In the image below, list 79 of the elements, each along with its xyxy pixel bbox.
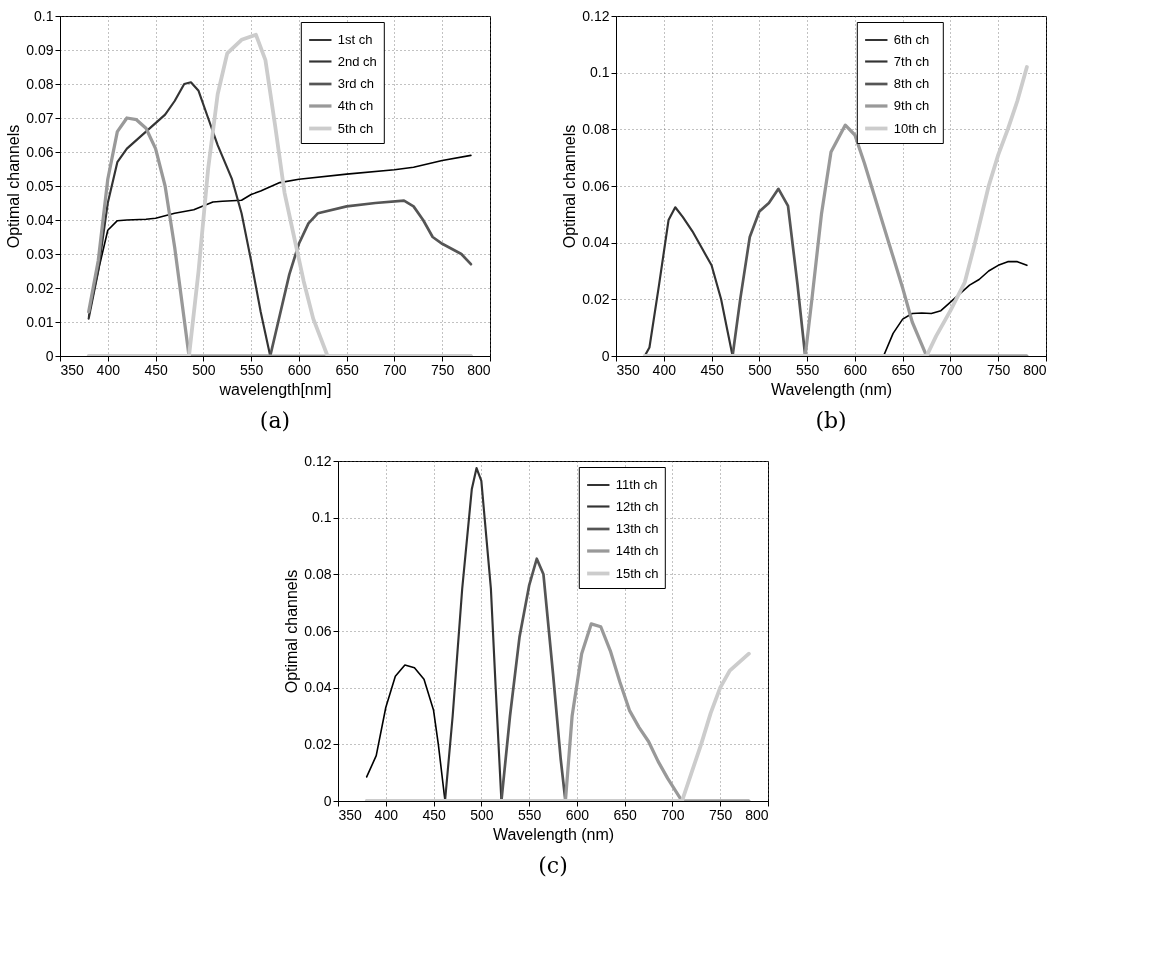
y-tick-label: 0.04: [304, 679, 332, 696]
x-tick-label: 600: [287, 361, 312, 378]
legend-label: 7th ch: [893, 53, 930, 69]
y-tick-label: 0.06: [582, 177, 610, 194]
y-tick-label: 0: [323, 792, 332, 809]
x-tick-label: 750: [431, 361, 455, 378]
y-tick-label: 0.01: [26, 313, 54, 330]
y-tick-label: 0.08: [304, 565, 332, 582]
x-tick-label: 700: [661, 806, 685, 823]
x-tick-label: 700: [939, 361, 963, 378]
legend-label: 15th ch: [615, 565, 659, 581]
y-tick-label: 0.06: [26, 143, 54, 160]
legend-label: 12th ch: [615, 498, 659, 514]
x-tick-label: 500: [748, 361, 772, 378]
legend-label: 9th ch: [893, 98, 930, 113]
y-tick-label: 0: [45, 347, 54, 364]
legend-label: 14th ch: [615, 543, 659, 558]
x-tick-label: 450: [700, 361, 724, 378]
legend-label: 3rd ch: [337, 76, 374, 91]
y-tick-label: 0.03: [26, 245, 54, 262]
x-tick-label: 750: [709, 806, 733, 823]
x-tick-label: 650: [613, 806, 638, 823]
x-axis-title: wavelength[nm]: [218, 380, 332, 398]
x-tick-label: 550: [795, 361, 820, 378]
y-tick-label: 0.1: [34, 7, 54, 24]
y-tick-label: 0.09: [26, 41, 54, 58]
x-axis-title: Wavelength (nm): [492, 825, 615, 843]
y-tick-label: 0.12: [304, 452, 332, 469]
y-tick-label: 0.07: [26, 109, 54, 126]
x-tick-label: 800: [467, 361, 491, 378]
x-tick-label: 650: [335, 361, 360, 378]
y-tick-label: 0.1: [590, 64, 610, 81]
legend-label: 8th ch: [893, 76, 930, 91]
y-tick-label: 0.04: [26, 211, 54, 228]
y-tick-label: 0.08: [26, 75, 54, 92]
legend-label: 5th ch: [337, 120, 374, 136]
y-tick-label: 0.05: [26, 177, 54, 194]
legend-label: 13th ch: [615, 521, 659, 536]
legend-label: 10th ch: [893, 120, 937, 136]
x-tick-label: 500: [192, 361, 216, 378]
y-axis-title: Optimal channels: [561, 124, 579, 249]
x-tick-label: 500: [470, 806, 494, 823]
x-tick-label: 700: [383, 361, 407, 378]
x-tick-label: 750: [987, 361, 1011, 378]
x-tick-label: 400: [652, 361, 677, 378]
x-tick-label: 350: [338, 806, 363, 823]
x-tick-label: 550: [517, 806, 542, 823]
y-tick-label: 0.12: [582, 7, 610, 24]
legend-label: 4th ch: [337, 98, 374, 113]
x-tick-label: 400: [96, 361, 121, 378]
y-tick-label: 0.1: [312, 509, 332, 526]
y-axis-title: Optimal channels: [5, 124, 23, 249]
x-tick-label: 650: [891, 361, 916, 378]
text: (a): [259, 408, 291, 433]
y-tick-label: 0.02: [582, 290, 610, 307]
y-tick-label: 0.02: [304, 735, 332, 752]
x-tick-label: 350: [60, 361, 85, 378]
text: (b): [815, 408, 847, 433]
y-tick-label: 0: [601, 347, 610, 364]
legend-label: 1st ch: [337, 32, 373, 47]
x-tick-label: 800: [1023, 361, 1047, 378]
legend-label: 2nd ch: [337, 53, 377, 69]
x-tick-label: 550: [239, 361, 264, 378]
text: (c): [538, 853, 568, 878]
legend-label: 11th ch: [615, 477, 658, 492]
y-axis-title: Optimal channels: [283, 569, 301, 694]
y-tick-label: 0.04: [582, 234, 610, 251]
legend-label: 6th ch: [893, 32, 930, 47]
x-axis-title: Wavelength (nm): [770, 380, 893, 398]
x-tick-label: 800: [745, 806, 769, 823]
x-tick-label: 450: [422, 806, 446, 823]
x-tick-label: 400: [374, 806, 399, 823]
x-tick-label: 450: [144, 361, 168, 378]
x-tick-label: 350: [616, 361, 641, 378]
y-tick-label: 0.08: [582, 120, 610, 137]
x-tick-label: 600: [843, 361, 868, 378]
y-tick-label: 0.06: [304, 622, 332, 639]
x-tick-label: 600: [565, 806, 590, 823]
y-tick-label: 0.02: [26, 279, 54, 296]
